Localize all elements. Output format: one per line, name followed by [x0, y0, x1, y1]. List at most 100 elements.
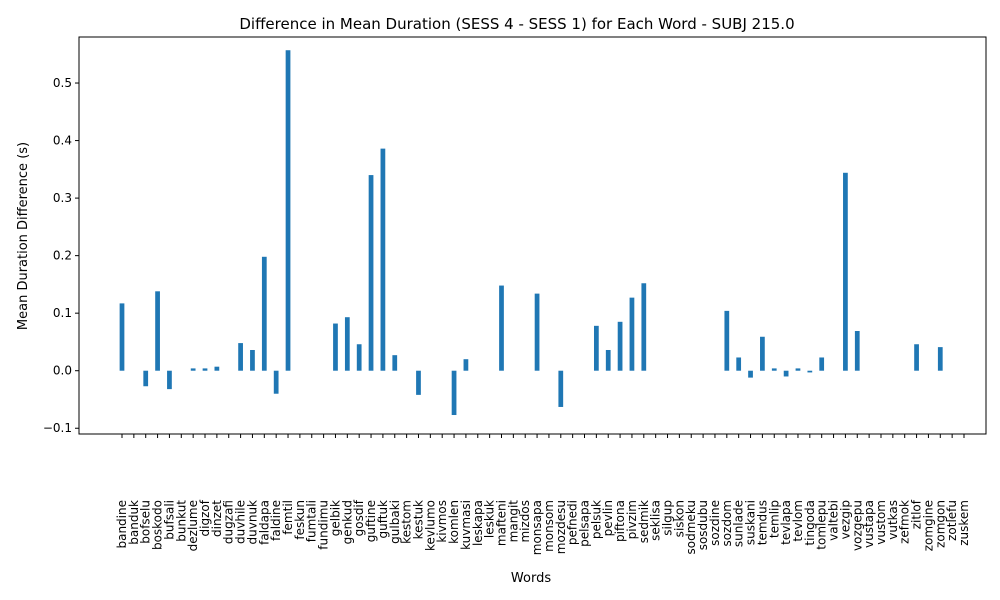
bar — [250, 349, 255, 371]
x-tick-label: fundimu — [317, 500, 331, 550]
x-tick-label: zuskem — [957, 500, 971, 546]
x-tick-label: pivzim — [625, 500, 639, 539]
x-tick-label: mafteni — [494, 500, 508, 546]
x-tick-label: fumtali — [305, 500, 319, 542]
x-tick-label: boskodo — [151, 500, 165, 550]
bar — [356, 344, 362, 371]
bar — [641, 283, 647, 371]
x-tick-label: gulbaki — [388, 500, 402, 544]
bar — [914, 344, 919, 371]
x-tick-label: feskun — [293, 500, 307, 540]
bars-group — [119, 50, 943, 416]
bar — [748, 370, 753, 378]
bar — [617, 321, 623, 371]
bar — [558, 370, 564, 407]
x-tick-label: sosdubu — [696, 500, 710, 550]
bar — [736, 357, 742, 371]
x-tick-label: suskani — [744, 500, 758, 545]
bar — [499, 285, 504, 371]
y-tick-label: 0.1 — [53, 306, 72, 320]
x-tick-label: pevlin — [601, 500, 615, 536]
x-tick-label: pelsuk — [589, 500, 603, 539]
x-tick-label: sodmeku — [684, 500, 698, 554]
x-tick-label: duvnuk — [245, 500, 259, 545]
bar — [155, 291, 160, 371]
x-tick-label: sozdine — [708, 500, 722, 546]
plot-area-frame — [78, 36, 987, 435]
bar — [202, 368, 208, 371]
x-tick-label: genkud — [340, 500, 354, 544]
bar — [167, 370, 172, 390]
x-tick-label: guftuk — [376, 500, 390, 539]
x-tick-label: zomgine — [921, 500, 935, 551]
bar — [771, 368, 777, 371]
bar — [333, 323, 338, 371]
x-tick-label: banduk — [127, 500, 141, 545]
x-tick-label: zefmok — [898, 500, 912, 544]
bar — [760, 336, 765, 371]
bar — [783, 370, 789, 377]
bar — [819, 357, 825, 371]
bar — [463, 359, 469, 371]
y-tick-label: 0.3 — [53, 191, 72, 205]
x-tick-label: pefnedi — [566, 500, 580, 545]
bar — [843, 172, 848, 371]
bar — [854, 331, 860, 371]
bar — [937, 347, 943, 371]
x-tick-label: sunlade — [732, 500, 746, 547]
x-tick-label: zitlof — [910, 499, 924, 529]
x-tick-label: gosdif — [352, 499, 366, 536]
x-tick-label: faldapa — [257, 500, 271, 545]
x-tick-label: temlip — [767, 500, 781, 538]
x-tick-label: zomgon — [933, 500, 947, 548]
x-tick-label: kevlumo — [423, 500, 437, 551]
x-tick-label: vozgepu — [850, 500, 864, 551]
bar — [261, 256, 267, 371]
x-tick-label: faldine — [269, 500, 283, 541]
x-tick-label: kivmos — [435, 500, 449, 543]
bar — [451, 370, 457, 416]
x-tick-label: tingoda — [803, 500, 817, 546]
bar — [593, 325, 599, 371]
x-axis: bandinebandukbofseluboskodobufsalibunkut… — [115, 434, 971, 555]
bar — [534, 293, 540, 371]
x-tick-label: mizdos — [518, 500, 532, 543]
bar — [119, 303, 125, 371]
x-tick-label: mangit — [506, 500, 520, 543]
bar — [629, 297, 635, 371]
x-tick-label: dinzet — [210, 500, 224, 537]
x-tick-label: sedmik — [637, 500, 651, 543]
y-tick-label: 0.4 — [53, 134, 72, 148]
x-tick-label: guftine — [364, 500, 378, 542]
x-tick-label: zotlefu — [945, 500, 959, 541]
x-tick-label: vustom — [874, 500, 888, 545]
x-tick-label: tomlepu — [815, 500, 829, 550]
x-tick-label: bufsali — [162, 500, 176, 540]
x-tick-label: vutkas — [886, 500, 900, 540]
x-tick-label: monsapa — [530, 500, 544, 555]
x-tick-label: bunkut — [174, 500, 188, 542]
bar — [380, 148, 386, 371]
x-tick-label: siskon — [672, 500, 686, 537]
x-tick-label: vezgip — [838, 500, 852, 539]
y-tick-label: −0.1 — [43, 421, 72, 435]
x-tick-label: bandine — [115, 500, 129, 549]
bar — [238, 343, 243, 371]
x-tick-label: leskapa — [471, 500, 485, 546]
chart-title: Difference in Mean Duration (SESS 4 - SE… — [239, 15, 794, 33]
y-tick-label: 0.2 — [53, 249, 72, 263]
x-tick-label: tevlom — [791, 500, 805, 542]
bar — [807, 370, 813, 373]
x-tick-label: bofselu — [139, 500, 153, 544]
x-axis-label: Words — [511, 571, 551, 586]
bar — [344, 317, 350, 371]
bar — [724, 310, 730, 371]
bar — [416, 370, 421, 395]
x-tick-label: monsom — [542, 500, 556, 552]
x-tick-label: sozdom — [720, 500, 734, 547]
x-tick-label: tevlapa — [779, 500, 793, 545]
bar — [273, 370, 279, 394]
bar — [143, 370, 149, 387]
x-tick-label: pelsapa — [578, 500, 592, 547]
